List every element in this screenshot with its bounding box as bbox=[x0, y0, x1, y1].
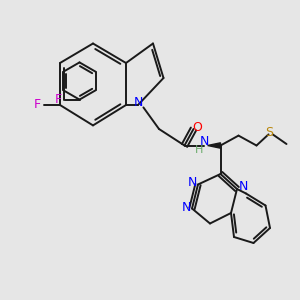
Text: N: N bbox=[181, 201, 191, 214]
Text: F: F bbox=[55, 93, 62, 106]
Text: F: F bbox=[34, 98, 41, 112]
Text: N: N bbox=[200, 135, 210, 148]
Text: N: N bbox=[134, 96, 144, 109]
Polygon shape bbox=[208, 143, 220, 148]
Text: S: S bbox=[266, 126, 273, 139]
Text: N: N bbox=[239, 179, 248, 193]
Text: H: H bbox=[195, 145, 204, 155]
Text: O: O bbox=[192, 121, 202, 134]
Text: N: N bbox=[187, 176, 197, 189]
